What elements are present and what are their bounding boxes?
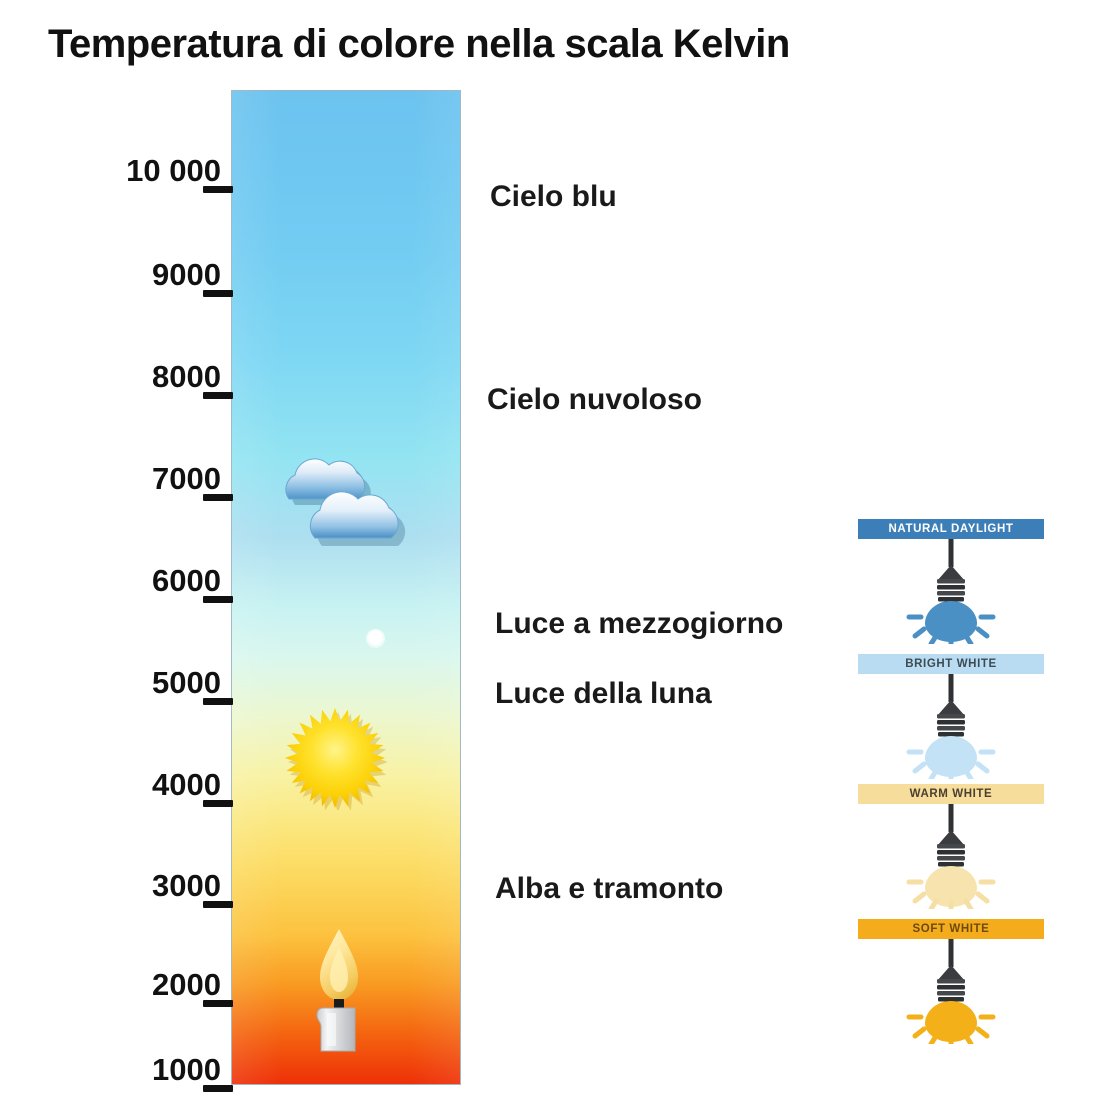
scale-tick-label: 5000 xyxy=(152,665,221,700)
scale-tick-mark xyxy=(203,698,233,705)
scale-tick-label: 9000 xyxy=(152,257,221,292)
bulb-card-label: NATURAL DAYLIGHT xyxy=(858,519,1044,539)
page-title: Temperatura di colore nella scala Kelvin xyxy=(48,22,790,66)
scale-tick-mark xyxy=(203,494,233,501)
scale-tick-mark xyxy=(203,1085,233,1092)
bulb-card-label: WARM WHITE xyxy=(858,784,1044,804)
bulb-icon xyxy=(858,674,1044,779)
scale-tick-mark xyxy=(203,901,233,908)
scene-label: Cielo blu xyxy=(490,180,617,213)
clouds-icon xyxy=(275,452,423,548)
bulb-card-group: NATURAL DAYLIGHT BRIGHT WHITE xyxy=(858,519,1044,1074)
scale-tick-label: 7000 xyxy=(152,461,221,496)
kelvin-scale: 10 000 9000 8000 7000 6000 5000 4000 3000 2000 10… xyxy=(0,0,233,1100)
kelvin-gradient-fill xyxy=(231,90,461,1085)
bulb-card-label: SOFT WHITE xyxy=(858,919,1044,939)
scene-label: Cielo nuvoloso xyxy=(487,383,703,416)
sun-icon xyxy=(283,706,388,812)
scene-label: Luce della luna xyxy=(495,677,712,710)
scale-tick-mark xyxy=(203,1000,233,1007)
candle-icon xyxy=(296,923,382,1055)
bulb-card[interactable]: SOFT WHITE xyxy=(858,919,1044,1044)
scene-label: Luce a mezzogiorno xyxy=(495,607,784,640)
bulb-icon xyxy=(858,804,1044,909)
scale-tick-mark xyxy=(203,290,233,297)
scale-tick-label: 1000 xyxy=(152,1052,221,1087)
bulb-card[interactable]: WARM WHITE xyxy=(858,784,1044,909)
scale-tick-label: 10 000 xyxy=(126,153,221,188)
bulb-card[interactable]: NATURAL DAYLIGHT xyxy=(858,519,1044,644)
scale-tick-label: 3000 xyxy=(152,868,221,903)
scale-tick-label: 6000 xyxy=(152,563,221,598)
scale-tick-label: 2000 xyxy=(152,967,221,1002)
bulb-icon xyxy=(858,539,1044,644)
bulb-card[interactable]: BRIGHT WHITE xyxy=(858,654,1044,779)
scale-tick-mark xyxy=(203,596,233,603)
scale-tick-mark xyxy=(203,186,233,193)
bulb-icon xyxy=(858,939,1044,1044)
scale-tick-label: 4000 xyxy=(152,767,221,802)
scale-tick-mark xyxy=(203,800,233,807)
scale-tick-label: 8000 xyxy=(152,359,221,394)
scene-label: Alba e tramonto xyxy=(495,872,724,905)
scale-tick-mark xyxy=(203,392,233,399)
bulb-card-label: BRIGHT WHITE xyxy=(858,654,1044,674)
moon-icon xyxy=(366,629,385,648)
